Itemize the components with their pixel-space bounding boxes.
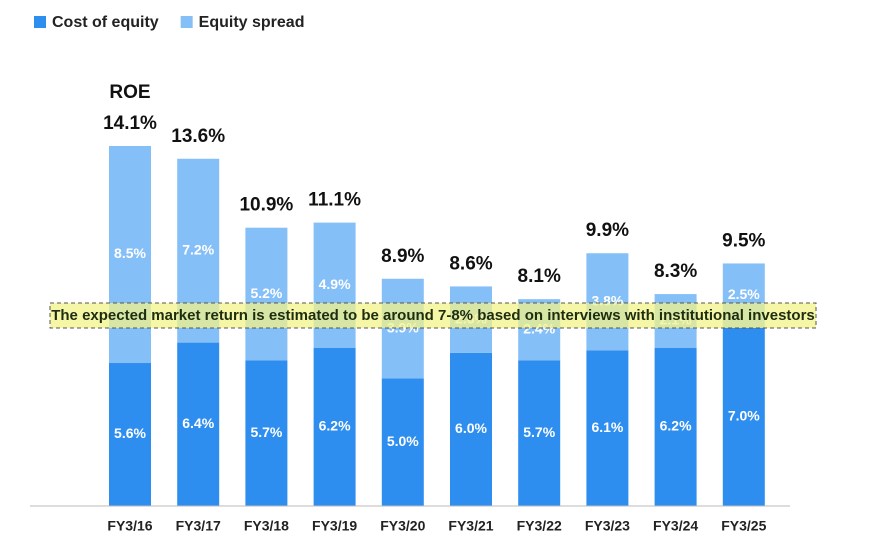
data-label: 6.2% — [319, 418, 351, 434]
legend: Cost of equity Equity spread — [34, 14, 304, 31]
bar-segment — [109, 363, 151, 506]
data-label: 6.0% — [455, 420, 487, 436]
total-label: 8.3% — [654, 261, 697, 282]
bar-segment — [245, 227, 288, 361]
x-tick-label: FY3/20 — [380, 518, 425, 534]
data-label: 6.2% — [660, 418, 692, 434]
legend-swatch — [34, 16, 46, 28]
x-tick-label: FY3/25 — [721, 518, 766, 534]
legend-label: Cost of equity — [52, 14, 159, 31]
data-label: 7.2% — [182, 241, 214, 257]
bar-segment — [450, 352, 492, 506]
legend-label: Equity spread — [199, 14, 305, 31]
annotation-text: The expected market return is estimated … — [51, 307, 815, 324]
total-label: 13.6% — [171, 126, 225, 147]
x-tick-label: FY3/22 — [517, 518, 562, 534]
x-tick-label: FY3/24 — [653, 518, 698, 534]
bar-segment — [518, 360, 561, 506]
data-label: 5.7% — [523, 424, 555, 440]
total-label: 14.1% — [103, 113, 157, 134]
data-label: 7.0% — [728, 407, 760, 423]
bar-segment — [177, 342, 220, 506]
total-label: 8.1% — [518, 266, 561, 287]
total-label: 8.6% — [449, 253, 492, 274]
x-tick-label: FY3/23 — [585, 518, 630, 534]
bar-segment — [654, 347, 697, 506]
bar-segment — [245, 360, 288, 506]
annotation-box — [49, 302, 817, 329]
x-tick-label: FY3/16 — [107, 518, 152, 534]
total-label: 9.5% — [722, 230, 765, 251]
bar-segment — [586, 350, 629, 506]
total-label: 9.9% — [586, 220, 629, 241]
bar-segment — [381, 378, 424, 506]
legend-swatch — [180, 16, 193, 28]
data-label: 5.0% — [387, 433, 419, 449]
bar-segment — [313, 347, 356, 506]
data-label: 6.4% — [182, 415, 214, 431]
bar-segment — [722, 327, 765, 506]
bar-segment — [586, 253, 629, 351]
data-label: 2.5% — [728, 286, 760, 302]
x-tick-label: FY3/21 — [448, 518, 493, 534]
total-label: 8.9% — [381, 246, 424, 267]
data-label: 5.7% — [250, 424, 282, 440]
data-label: 6.1% — [591, 419, 623, 435]
totals-name: ROE — [109, 82, 150, 103]
total-label: 11.1% — [308, 190, 361, 211]
x-tick-label: FY3/17 — [176, 518, 221, 534]
x-tick-label: FY3/19 — [312, 518, 357, 534]
x-tick-label: FY3/18 — [244, 518, 289, 534]
annotation-group: The expected market return is estimated … — [49, 302, 817, 329]
data-label: 8.5% — [114, 245, 146, 261]
bar-segment — [381, 278, 424, 379]
data-label: 4.9% — [319, 276, 351, 292]
total-label: 10.9% — [239, 195, 293, 216]
data-label: 5.2% — [250, 285, 282, 301]
data-label: 5.6% — [114, 425, 146, 441]
